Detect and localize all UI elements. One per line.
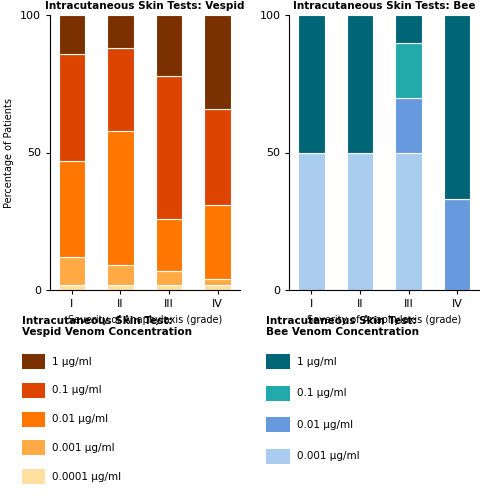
Text: 1 µg/ml: 1 µg/ml (297, 357, 336, 367)
Text: 0.01 µg/ml: 0.01 µg/ml (52, 414, 108, 424)
Text: 0.001 µg/ml: 0.001 µg/ml (52, 443, 115, 453)
X-axis label: Severity of Anaphylaxis (grade): Severity of Anaphylaxis (grade) (67, 314, 222, 324)
Bar (298, 15, 325, 152)
Bar (444, 15, 471, 199)
Bar (204, 284, 231, 290)
FancyBboxPatch shape (22, 412, 45, 426)
FancyBboxPatch shape (22, 383, 45, 398)
Bar (298, 152, 325, 290)
Bar (58, 284, 85, 290)
Title: Intracutaneous Skin Tests: Bee: Intracutaneous Skin Tests: Bee (293, 2, 476, 12)
Bar (58, 161, 85, 257)
Text: 0.0001 µg/ml: 0.0001 µg/ml (52, 472, 121, 482)
Bar (58, 257, 85, 284)
FancyBboxPatch shape (266, 449, 289, 464)
Bar (156, 76, 182, 219)
Bar (347, 152, 373, 290)
Bar (107, 48, 134, 130)
Bar (156, 284, 182, 290)
Bar (58, 15, 85, 54)
Bar (156, 218, 182, 271)
Title: Intracutaneous Skin Tests: Vespid: Intracutaneous Skin Tests: Vespid (45, 2, 245, 12)
FancyBboxPatch shape (266, 354, 289, 369)
Bar (58, 54, 85, 161)
Y-axis label: Percentage of Patients: Percentage of Patients (4, 98, 14, 208)
Bar (204, 15, 231, 108)
Text: 0.01 µg/ml: 0.01 µg/ml (297, 420, 353, 430)
FancyBboxPatch shape (22, 440, 45, 455)
Text: 0.1 µg/ml: 0.1 µg/ml (297, 388, 346, 398)
Bar (107, 265, 134, 284)
Bar (204, 205, 231, 279)
Bar (204, 108, 231, 205)
Bar (107, 15, 134, 48)
Bar (107, 284, 134, 290)
Bar (444, 199, 471, 290)
Text: 0.001 µg/ml: 0.001 µg/ml (297, 451, 359, 461)
Bar (395, 98, 422, 152)
X-axis label: Severity of Anaphylaxis (grade): Severity of Anaphylaxis (grade) (307, 314, 462, 324)
Bar (395, 15, 422, 42)
Bar (156, 15, 182, 76)
Text: Intracutaneous Skin Test:
Bee Venom Concentration: Intracutaneous Skin Test: Bee Venom Conc… (266, 316, 419, 337)
Text: Intracutaneous Skin Test:
Vespid Venom Concentration: Intracutaneous Skin Test: Vespid Venom C… (22, 316, 192, 337)
FancyBboxPatch shape (266, 418, 289, 432)
Bar (395, 42, 422, 98)
Bar (107, 130, 134, 265)
Bar (395, 152, 422, 290)
FancyBboxPatch shape (266, 386, 289, 400)
Bar (156, 271, 182, 284)
FancyBboxPatch shape (22, 354, 45, 369)
Text: 0.1 µg/ml: 0.1 µg/ml (52, 386, 102, 396)
Text: 1 µg/ml: 1 µg/ml (52, 357, 92, 367)
Bar (347, 15, 373, 152)
FancyBboxPatch shape (22, 469, 45, 484)
Bar (204, 279, 231, 284)
